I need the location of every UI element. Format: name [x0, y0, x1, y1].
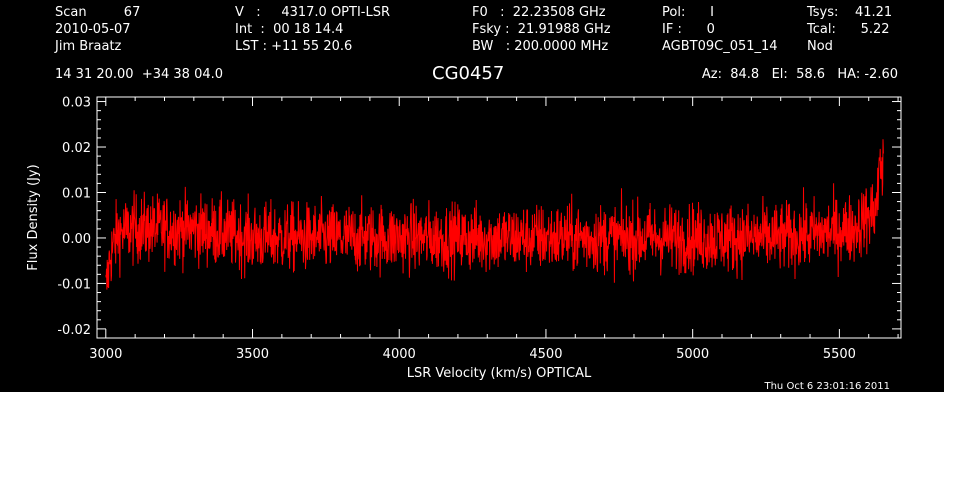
y-axis-label: Flux Density (Jy) — [26, 164, 41, 270]
y-tick-label: -0.02 — [57, 323, 91, 338]
x-tick-label: 5000 — [676, 347, 709, 362]
x-tick-label: 5500 — [823, 347, 856, 362]
tsys-value: Tsys: 41.21 — [806, 5, 892, 20]
lst-info: LST : +11 55 20.6 — [235, 39, 352, 54]
y-tick-label: 0.03 — [62, 96, 91, 111]
polarization: Pol: I — [662, 5, 714, 20]
x-tick-label: 3000 — [89, 347, 122, 362]
header-col3: F0 : 22.23508 GHz Fsky : 21.91988 GHz BW… — [472, 5, 611, 54]
integration-time: Int : 00 18 14.4 — [235, 22, 343, 37]
rest-frequency: F0 : 22.23508 GHz — [472, 5, 606, 20]
axis-tick-labels: 3000 3500 4000 4500 5000 5500 -0.02 -0.01 0.00 0.… — [57, 96, 856, 362]
series-line — [105, 139, 884, 290]
velocity-info: V : 4317.0 OPTI-LSR — [235, 5, 390, 20]
spectrum-chart: Scan 67 2010-05-07 Jim Braatz V : 4317.0… — [26, 5, 902, 392]
header-col4: Pol: I IF : 0 AGBT09C_051_14 — [662, 5, 778, 54]
project-id: AGBT09C_051_14 — [662, 39, 778, 54]
y-tick-label: 0.00 — [62, 232, 91, 247]
observer-name: Jim Braatz — [54, 39, 122, 54]
header-col1: Scan 67 2010-05-07 Jim Braatz — [54, 5, 140, 54]
plot-timestamp: Thu Oct 6 23:01:16 2011 — [763, 381, 890, 392]
tcal-value: Tcal: 5.22 — [806, 22, 890, 37]
x-tick-label: 4500 — [529, 347, 562, 362]
header-col2: V : 4317.0 OPTI-LSR Int : 00 18 14.4 LST… — [235, 5, 390, 54]
object-name: CG0457 — [432, 63, 504, 84]
az-el-ha: Az: 84.8 El: 58.6 HA: -2.60 — [702, 67, 898, 82]
source-coordinates: 14 31 20.00 +34 38 04.0 — [55, 67, 223, 82]
y-tick-label: 0.01 — [62, 186, 91, 201]
x-tick-label: 4000 — [383, 347, 416, 362]
sky-frequency: Fsky : 21.91988 GHz — [472, 22, 611, 37]
plot-frame — [96, 96, 902, 339]
header-block: Scan 67 2010-05-07 Jim Braatz V : 4317.0… — [54, 5, 898, 84]
header-col5: Tsys: 41.21 Tcal: 5.22 Nod — [806, 5, 892, 54]
y-tick-label: -0.01 — [57, 277, 91, 292]
axis-ticks — [97, 97, 901, 339]
procedure-name: Nod — [807, 39, 833, 54]
observation-date: 2010-05-07 — [55, 22, 131, 37]
x-tick-label: 3500 — [236, 347, 269, 362]
scan-number: Scan 67 — [55, 5, 140, 20]
x-axis-label: LSR Velocity (km/s) OPTICAL — [407, 366, 592, 381]
bandwidth: BW : 200.0000 MHz — [472, 39, 608, 54]
plot-window: Scan 67 2010-05-07 Jim Braatz V : 4317.0… — [0, 0, 944, 392]
if-number: IF : 0 — [662, 22, 715, 37]
y-tick-label: 0.02 — [62, 141, 91, 156]
